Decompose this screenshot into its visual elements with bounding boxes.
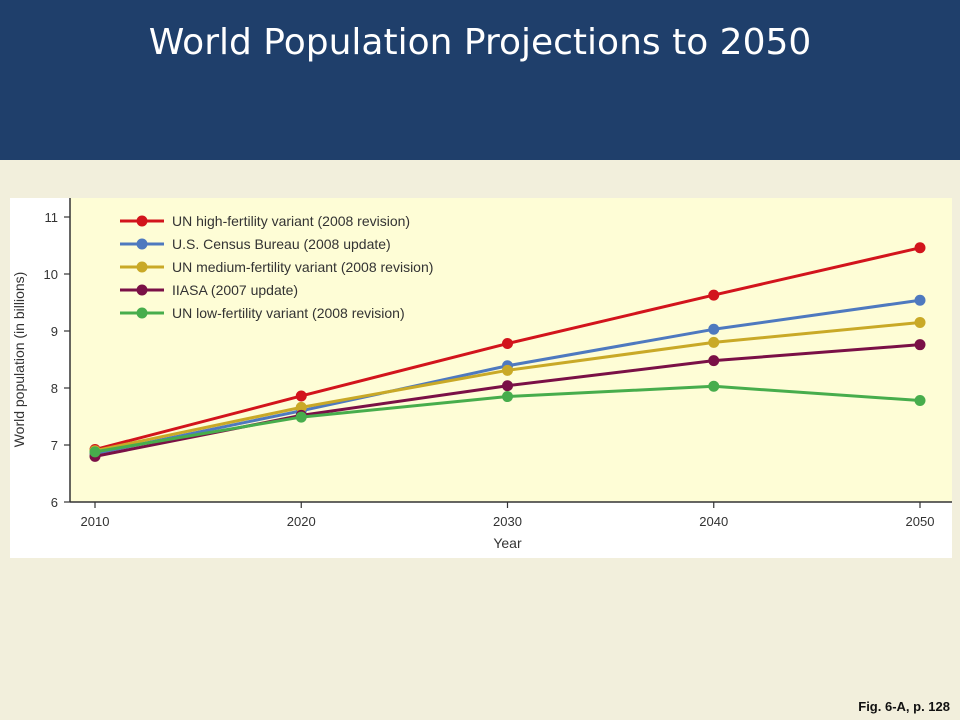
data-point [914,339,926,351]
x-axis-title: Year [493,535,522,551]
legend-label: IIASA (2007 update) [172,282,298,298]
data-point [295,401,307,413]
plot-area [70,198,952,502]
title-banner [0,0,960,160]
data-point [708,323,720,335]
legend-item-2: U.S. Census Bureau (2008 update) [120,236,391,252]
chart-panel: 6 7 8 9 10 11 2010 2020 2030 2040 2050 Year World po… [10,198,952,558]
data-point [502,380,513,392]
legend-label: UN medium-fertility variant (2008 revisi… [172,259,433,275]
legend-swatch-marker [136,284,148,296]
legend-item-5: UN low-fertility variant (2008 revision) [120,305,405,321]
data-point [708,355,720,367]
y-tick-label: 10 [44,267,58,282]
data-point [708,289,720,301]
legend-swatch-marker [136,307,148,319]
data-point [914,242,926,254]
figure-caption: Fig. 6-A, p. 128 [858,699,950,714]
population-line-chart: 6 7 8 9 10 11 2010 2020 2030 2040 2050 Year World po… [11,198,952,551]
data-point [89,446,101,458]
x-tick-label: 2020 [287,514,316,529]
data-point [502,364,513,376]
data-point [295,411,307,423]
y-axis-title: World population (in billions) [11,272,27,448]
data-point [914,316,926,328]
series-5 [89,380,926,458]
legend-swatch-marker [136,261,148,273]
x-tick-label: 2030 [493,514,522,529]
y-tick-label: 9 [51,324,58,339]
legend-swatch-marker [136,215,148,227]
slide-title: World Population Projections to 2050 [148,22,812,63]
data-point [708,336,720,348]
legend-label: U.S. Census Bureau (2008 update) [172,236,391,252]
data-point [708,380,720,392]
legend-label: UN high-fertility variant (2008 revision… [172,213,410,229]
data-point [914,395,926,407]
data-point [914,294,926,306]
legend-item-4: IIASA (2007 update) [120,282,298,298]
y-tick-label: 7 [51,438,58,453]
y-tick-label: 6 [51,495,58,510]
data-point [295,390,307,402]
data-point [502,338,513,350]
y-tick-label: 8 [51,381,58,396]
legend-label: UN low-fertility variant (2008 revision) [172,305,405,321]
x-tick-label: 2040 [699,514,728,529]
legend-swatch-marker [136,238,148,250]
data-point [502,391,513,403]
y-tick-label: 11 [45,210,59,225]
legend-item-3: UN medium-fertility variant (2008 revisi… [120,259,433,275]
x-tick-label: 2010 [81,514,110,529]
legend-item-1: UN high-fertility variant (2008 revision… [120,213,410,229]
x-tick-label: 2050 [906,514,935,529]
